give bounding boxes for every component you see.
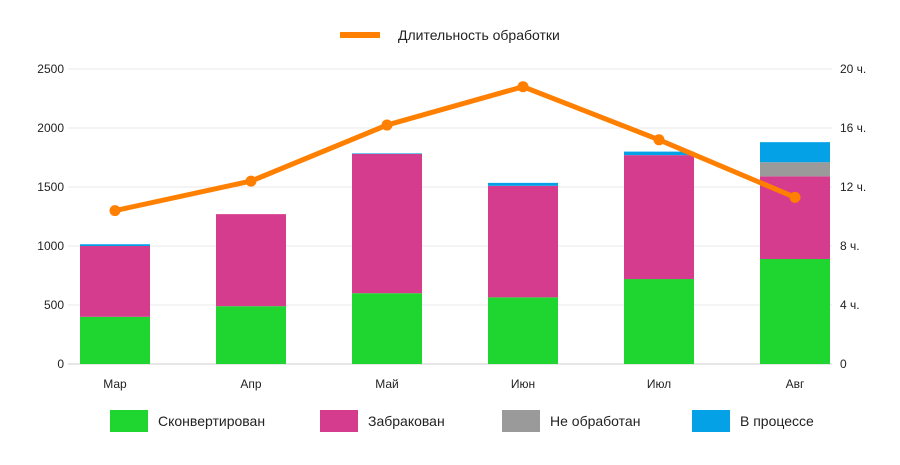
top-legend[interactable]: Длительность обработки: [340, 27, 560, 43]
bar-segment[interactable]: [80, 244, 150, 246]
y-tick-label: 1500: [37, 180, 64, 194]
y-tick-label: 2000: [37, 121, 64, 135]
x-tick-label: Мар: [103, 377, 127, 391]
legend-item[interactable]: В процессе: [692, 410, 814, 432]
x-tick-label: Июн: [511, 377, 535, 391]
y2-tick-label: 16 ч.: [840, 121, 866, 135]
line-point[interactable]: [109, 205, 121, 217]
y2-tick-label: 4 ч.: [840, 298, 860, 312]
line-point[interactable]: [245, 175, 257, 187]
y2-tick-label: 20 ч.: [840, 62, 866, 76]
left-axis: 0 500 1000 1500 2000 2500: [37, 62, 64, 371]
x-tick-label: Июл: [647, 377, 671, 391]
legend-item[interactable]: Забракован: [320, 410, 445, 432]
bar-segment[interactable]: [216, 214, 286, 307]
x-tick-label: Апр: [240, 377, 262, 391]
x-tick-label: Май: [375, 377, 399, 391]
legend-line-label: Длительность обработки: [398, 27, 560, 43]
bar-segment[interactable]: [216, 306, 286, 364]
legend-swatch: [502, 410, 540, 432]
line-point[interactable]: [789, 191, 801, 203]
bar-segment[interactable]: [760, 142, 830, 163]
y-tick-label: 0: [57, 357, 64, 371]
bar-segment[interactable]: [352, 293, 422, 364]
legend-swatch: [110, 410, 148, 432]
y-tick-label: 1000: [37, 239, 64, 253]
y2-tick-label: 8 ч.: [840, 239, 860, 253]
legend-swatch: [320, 410, 358, 432]
line-point[interactable]: [381, 119, 393, 131]
x-tick-label: Авг: [786, 377, 805, 391]
legend-swatch: [692, 410, 730, 432]
bar-segment[interactable]: [352, 153, 422, 154]
bar-segment[interactable]: [624, 155, 694, 280]
legend-label: В процессе: [740, 413, 814, 429]
bar-segment[interactable]: [352, 153, 422, 294]
legend-label: Сконвертирован: [158, 413, 265, 429]
legend-item[interactable]: Сконвертирован: [110, 410, 265, 432]
legend-label: Забракован: [368, 413, 445, 429]
legend-item[interactable]: Не обработан: [502, 410, 640, 432]
line-path: [114, 84, 796, 214]
bar-segment[interactable]: [80, 246, 150, 317]
right-axis: 0 4 ч. 8 ч. 12 ч. 16 ч. 20 ч.: [840, 62, 866, 371]
bar-segment[interactable]: [488, 182, 558, 186]
gridlines: [68, 68, 832, 365]
bar-segment[interactable]: [624, 279, 694, 364]
line-point[interactable]: [653, 134, 665, 146]
bars: [80, 142, 830, 364]
y2-tick-label: 12 ч.: [840, 180, 866, 194]
bar-segment[interactable]: [80, 316, 150, 364]
y2-tick-label: 0: [840, 357, 847, 371]
legend-label: Не обработан: [550, 413, 640, 429]
y-tick-label: 500: [44, 298, 64, 312]
bar-segment[interactable]: [624, 151, 694, 156]
duration-line: [109, 81, 801, 217]
line-point[interactable]: [517, 81, 529, 93]
x-axis: Мар Апр Май Июн Июл Авг: [103, 377, 805, 391]
y-tick-label: 2500: [37, 62, 64, 76]
bottom-legend: Сконвертирован Забракован Не обработан В пр…: [110, 410, 814, 432]
bar-segment[interactable]: [488, 185, 558, 298]
bar-segment[interactable]: [760, 258, 830, 364]
bar-segment[interactable]: [488, 297, 558, 364]
bar-segment[interactable]: [760, 162, 830, 177]
